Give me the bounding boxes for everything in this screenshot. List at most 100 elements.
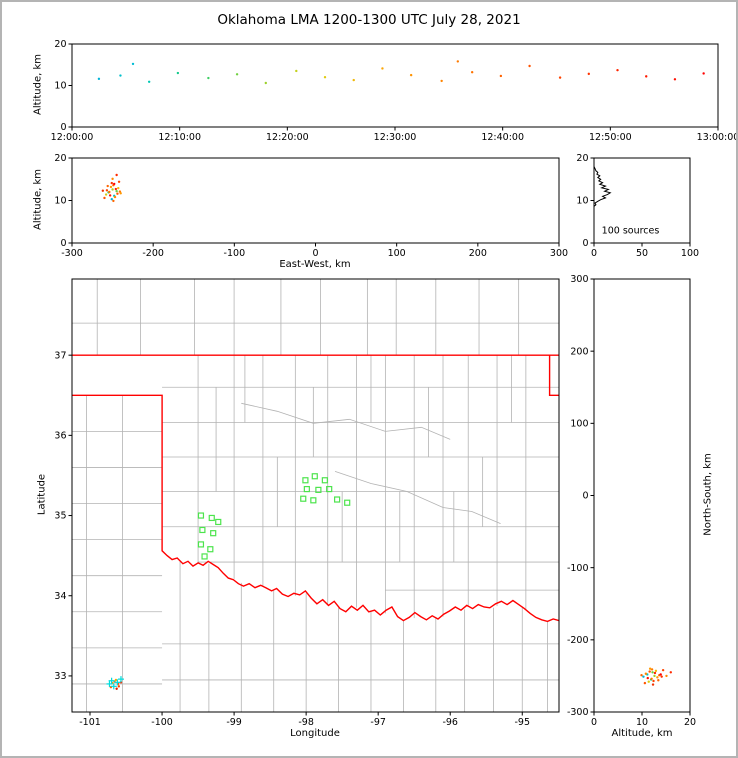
y-tick-label: 33 <box>54 671 66 682</box>
source-point <box>587 72 590 76</box>
lma-station-marker <box>199 526 206 534</box>
source-point <box>176 71 180 75</box>
lma-station-marker <box>302 477 309 484</box>
altitude-histogram-line <box>594 158 612 243</box>
source-point <box>108 194 112 197</box>
x-tick-label: -101 <box>79 717 101 728</box>
x-tick-label: -98 <box>298 717 314 728</box>
source-point <box>409 73 413 77</box>
source-point <box>97 77 101 81</box>
source-point <box>653 671 657 675</box>
y-tick-label: 200 <box>570 346 588 357</box>
source-point <box>642 675 645 678</box>
source-point <box>115 189 118 193</box>
x-tick-label: 100 <box>681 248 699 259</box>
source-point <box>440 79 443 83</box>
x-tick-label: 0 <box>591 717 597 728</box>
lma-station-marker <box>215 518 222 526</box>
source-point <box>114 678 118 682</box>
source-point <box>645 75 648 78</box>
source-point <box>109 185 113 189</box>
source-point <box>640 673 643 677</box>
y-tick-label: 100 <box>570 419 588 430</box>
source-point <box>113 195 117 199</box>
panel-ew_height: -300 -200 -100 0 100 200 300 0 10 20 <box>54 153 568 259</box>
y-tick-label: 0 <box>582 491 588 502</box>
source-point <box>113 182 116 186</box>
source-point <box>117 186 120 190</box>
x-tick-label: 0 <box>591 248 597 259</box>
source-point <box>111 188 114 191</box>
x-tick-label: 12:20:00 <box>266 132 309 143</box>
lma-station-marker <box>334 496 341 503</box>
lma-station-marker <box>210 530 217 537</box>
panel-ns_alt: 0 10 20 -300 -200 -100 0 100 200 300 <box>567 274 696 728</box>
source-point <box>652 679 655 683</box>
time_height-data-layer <box>97 60 705 85</box>
source-point <box>115 687 118 690</box>
source-point <box>235 73 239 76</box>
source-point <box>295 69 298 73</box>
map-ylabel: Latitude <box>36 473 48 516</box>
ns-panel-xlabel: Altitude, km <box>611 728 673 739</box>
source-point <box>105 189 109 192</box>
x-tick-label: -95 <box>514 717 530 728</box>
x-tick-label: -100 <box>151 717 173 728</box>
sources-count-label: 100 sources <box>602 226 660 237</box>
source-point <box>653 674 656 678</box>
source-point <box>108 190 111 194</box>
x-tick-label: 12:40:00 <box>481 132 524 143</box>
x-tick-label: 12:50:00 <box>589 132 632 143</box>
x-tick-label: -97 <box>370 717 386 728</box>
alt_histogram-data-layer <box>594 158 612 243</box>
source-point <box>117 180 121 183</box>
source-point <box>660 675 663 678</box>
source-point <box>106 184 109 188</box>
y-tick-label: -100 <box>567 563 589 574</box>
lma-station-marker <box>311 473 318 480</box>
lma-station-marker <box>321 477 328 484</box>
lma-station-marker <box>303 485 310 493</box>
source-point <box>669 671 672 674</box>
source-point <box>647 680 650 683</box>
source-point <box>702 72 705 75</box>
source-point <box>115 173 118 177</box>
ew-panel-ylabel: Altitude, km <box>32 169 44 230</box>
lma-station-marker <box>315 486 322 493</box>
source-point <box>207 76 210 80</box>
x-tick-label: -99 <box>226 717 242 728</box>
source-point <box>648 670 651 673</box>
lma-station-marker <box>207 546 214 553</box>
source-point <box>646 676 649 680</box>
y-tick-label: 0 <box>582 238 588 249</box>
x-tick-label: 12:10:00 <box>158 132 201 143</box>
y-tick-label: -300 <box>567 707 589 718</box>
source-point <box>657 679 660 682</box>
lma-station-marker <box>197 541 205 548</box>
source-point <box>110 198 113 201</box>
source-point <box>499 74 503 78</box>
source-point <box>114 187 118 191</box>
y-tick-label: 0 <box>60 122 66 133</box>
ns-panel-ylabel: North-South, km <box>702 453 714 536</box>
ns_alt-data-layer <box>640 667 672 686</box>
source-point <box>117 685 121 688</box>
y-tick-label: 10 <box>54 196 66 207</box>
y-tick-label: 35 <box>54 511 66 522</box>
state-border-line <box>548 355 559 396</box>
x-tick-label: -96 <box>442 717 458 728</box>
source-point <box>112 199 115 203</box>
ew_height-data-layer <box>101 173 122 203</box>
x-tick-label: 300 <box>550 248 568 259</box>
county-river-line <box>241 402 451 440</box>
lma-station-marker <box>300 495 307 502</box>
source-point <box>659 673 662 676</box>
source-point <box>656 676 659 679</box>
x-tick-label: 13:00:00 <box>697 132 738 143</box>
map-data-layer <box>72 279 559 712</box>
x-tick-label: 12:30:00 <box>374 132 417 143</box>
county-river-line <box>334 471 501 524</box>
y-tick-label: 36 <box>54 431 66 442</box>
source-point <box>264 81 267 85</box>
